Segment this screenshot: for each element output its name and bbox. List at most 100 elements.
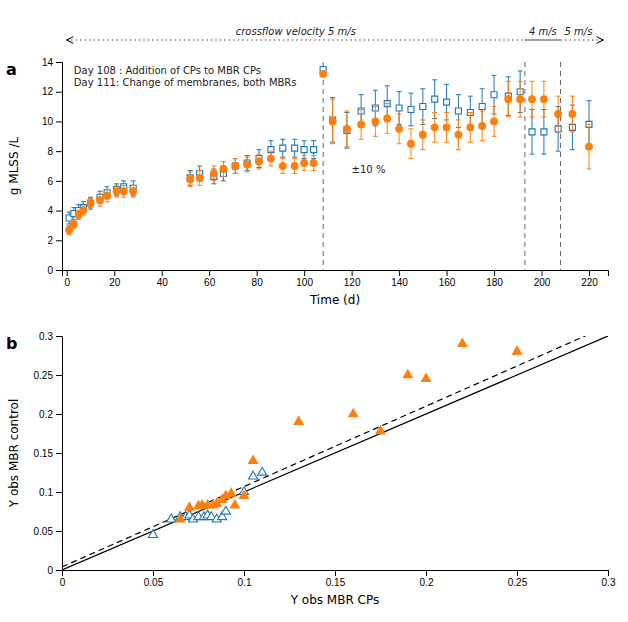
panel-label: a xyxy=(6,60,17,79)
y-axis-tick: 0.2 xyxy=(39,409,62,420)
y-axis-tick-mark xyxy=(56,211,62,212)
line xyxy=(62,336,608,570)
point xyxy=(586,143,593,150)
x-axis-tick-label: 60 xyxy=(204,277,216,288)
x-axis-tick-mark xyxy=(209,270,210,276)
x-axis-line xyxy=(63,571,609,577)
annotation: Day 108 : Addition of CPs to MBR CPs xyxy=(74,65,261,76)
error-bar xyxy=(105,190,110,202)
point xyxy=(419,131,426,138)
error-bar xyxy=(397,114,402,144)
y-axis-tick-mark xyxy=(56,492,62,493)
y-axis-line xyxy=(56,337,63,571)
x-axis-tick: 20 xyxy=(109,270,121,288)
x-axis-tick-label: 0.15 xyxy=(326,577,346,588)
x-axis-line xyxy=(63,271,609,277)
point xyxy=(311,147,317,153)
y-axis-tick-mark xyxy=(56,531,62,532)
point xyxy=(479,123,486,130)
x-axis-tick-mark xyxy=(244,570,245,576)
point xyxy=(294,417,303,425)
error-bar xyxy=(131,181,136,196)
annotation: Day 111: Change of membranes, both MBRs xyxy=(74,77,297,88)
x-axis-tick-mark xyxy=(608,570,609,576)
point xyxy=(408,140,415,147)
point xyxy=(491,118,498,125)
point xyxy=(512,346,521,354)
crossflow-segment xyxy=(525,39,561,40)
point xyxy=(211,170,218,177)
x-axis-tick: 0.25 xyxy=(508,570,528,588)
point xyxy=(87,200,93,206)
y-axis-tick-mark xyxy=(56,375,62,376)
point xyxy=(291,163,298,170)
point xyxy=(249,456,258,464)
y-axis-tick-label: 0.25 xyxy=(34,370,54,381)
point xyxy=(467,124,474,131)
point xyxy=(232,163,239,170)
panel-label: b xyxy=(6,334,17,353)
point xyxy=(279,163,286,170)
point xyxy=(376,426,385,434)
y-axis-tick: 0 xyxy=(47,565,62,576)
point xyxy=(258,467,267,475)
y-axis-tick-label: 0.15 xyxy=(34,448,54,459)
error-bar xyxy=(432,113,437,143)
point xyxy=(396,105,402,111)
x-axis-tick-mark xyxy=(352,270,353,276)
y-axis-tick-label: 2 xyxy=(47,235,53,246)
panel: 0204060801001201401601802002200246810121… xyxy=(6,26,609,307)
y-axis-tick: 0.3 xyxy=(39,331,62,342)
x-axis-tick-label: 80 xyxy=(252,277,264,288)
point xyxy=(167,514,176,522)
x-axis-tick-mark xyxy=(67,270,68,276)
y-axis-tick: 10 xyxy=(42,116,62,127)
error-bar xyxy=(311,156,316,171)
series xyxy=(176,339,522,522)
point xyxy=(244,161,251,168)
x-axis-tick-label: 100 xyxy=(296,277,313,288)
x-axis-tick-label: 40 xyxy=(157,277,169,288)
error-bar xyxy=(71,219,76,228)
point xyxy=(227,488,236,496)
error-bar xyxy=(88,197,93,209)
x-axis-tick: 120 xyxy=(344,270,361,288)
crossflow-segment xyxy=(561,39,604,40)
y-axis-line xyxy=(56,63,63,271)
y-axis-tick-label: 0 xyxy=(47,265,53,276)
x-axis-tick-mark xyxy=(517,570,518,576)
point xyxy=(280,145,286,151)
point xyxy=(230,500,239,508)
y-axis-tick: 0.25 xyxy=(34,370,62,381)
x-axis-tick-mark xyxy=(447,270,448,276)
x-axis-tick: 0.2 xyxy=(420,570,434,588)
x-axis-tick: 0 xyxy=(60,570,66,588)
point xyxy=(505,96,512,103)
x-axis-tick: 0.15 xyxy=(326,570,346,588)
error-bar xyxy=(233,159,238,174)
y-axis-tick: 4 xyxy=(47,205,62,216)
point xyxy=(443,124,450,131)
error-bar xyxy=(81,202,86,214)
error-bar xyxy=(385,104,390,134)
error-bar xyxy=(245,157,250,172)
x-axis-tick-label: 0 xyxy=(60,577,66,588)
texts: Day 108 : Addition of CPs to MBR CPsDay … xyxy=(6,26,592,307)
error-bar xyxy=(373,107,378,137)
crossflow-label: crossflow velocity 5 m/s xyxy=(236,26,356,37)
y-axis-tick-mark xyxy=(56,151,62,152)
point xyxy=(301,160,308,167)
panel: 00.050.10.150.20.250.300.050.10.150.20.2… xyxy=(6,326,616,607)
error-bar xyxy=(105,187,110,199)
y-axis-tick-label: 0.3 xyxy=(39,331,53,342)
x-axis-tick: 160 xyxy=(439,270,456,288)
x-axis-tick: 40 xyxy=(157,270,169,288)
x-axis-tick: 60 xyxy=(204,270,216,288)
point xyxy=(455,131,462,138)
point xyxy=(517,96,524,103)
point xyxy=(479,104,485,110)
x-axis-tick-label: 120 xyxy=(344,277,361,288)
point xyxy=(80,207,87,214)
point xyxy=(396,125,403,132)
y-axis-tick-label: 8 xyxy=(47,146,53,157)
